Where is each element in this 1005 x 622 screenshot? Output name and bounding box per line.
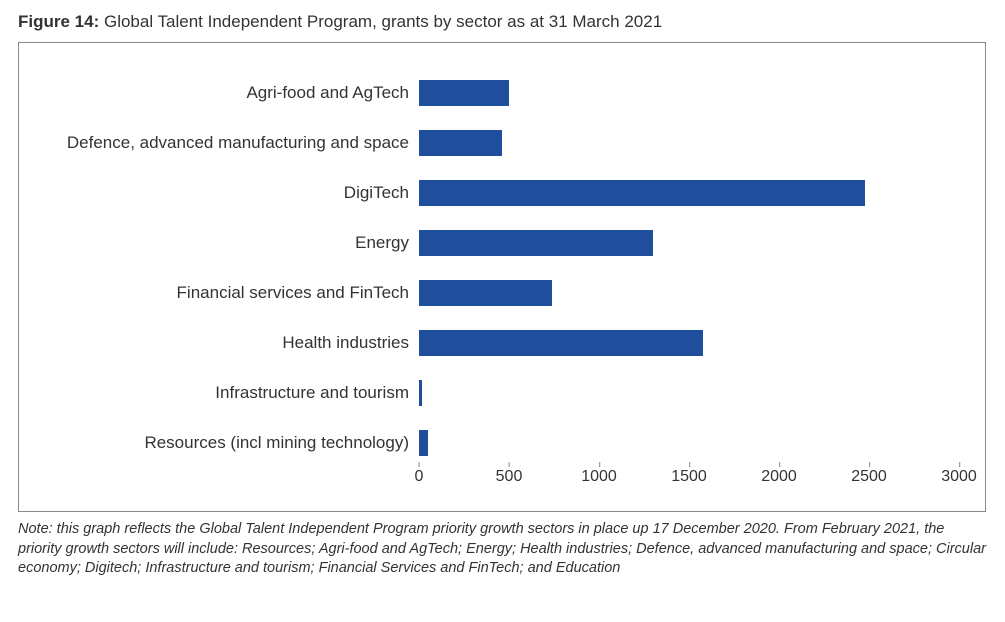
bar [419, 230, 653, 256]
bar [419, 330, 703, 356]
x-tick: 2500 [851, 468, 887, 486]
bar [419, 180, 865, 206]
bar-label: Agri-food and AgTech [246, 83, 419, 103]
x-tick: 0 [415, 468, 424, 486]
bar [419, 380, 422, 406]
x-tick: 1500 [671, 468, 707, 486]
figure-title-text: Global Talent Independent Program, grant… [99, 12, 662, 31]
bar [419, 80, 509, 106]
bar-label: Resources (incl mining technology) [144, 433, 419, 453]
bar-label: DigiTech [344, 183, 419, 203]
bar-label: Defence, advanced manufacturing and spac… [67, 133, 419, 153]
bar-row: Financial services and FinTech [419, 268, 959, 318]
bar-label: Health industries [282, 333, 419, 353]
x-tick: 3000 [941, 468, 977, 486]
figure-title-prefix: Figure 14: [18, 12, 99, 31]
bar [419, 430, 428, 456]
plot-area: Agri-food and AgTechDefence, advanced ma… [419, 68, 959, 468]
x-tick: 2000 [761, 468, 797, 486]
bar-row: Energy [419, 218, 959, 268]
x-tick: 500 [496, 468, 523, 486]
bar-row: DigiTech [419, 168, 959, 218]
bar-row: Agri-food and AgTech [419, 68, 959, 118]
x-axis: 050010001500200025003000 [419, 468, 959, 498]
bar-row: Health industries [419, 318, 959, 368]
bar-row: Defence, advanced manufacturing and spac… [419, 118, 959, 168]
chart-container: Agri-food and AgTechDefence, advanced ma… [18, 42, 986, 512]
bar [419, 130, 502, 156]
figure-title: Figure 14: Global Talent Independent Pro… [18, 12, 987, 32]
x-tick: 1000 [581, 468, 617, 486]
chart-note: Note: this graph reflects the Global Tal… [18, 520, 986, 579]
bar [419, 280, 552, 306]
bar-label: Energy [355, 233, 419, 253]
bar-label: Financial services and FinTech [177, 283, 419, 303]
bar-row: Infrastructure and tourism [419, 368, 959, 418]
bar-label: Infrastructure and tourism [215, 383, 419, 403]
bar-row: Resources (incl mining technology) [419, 418, 959, 468]
